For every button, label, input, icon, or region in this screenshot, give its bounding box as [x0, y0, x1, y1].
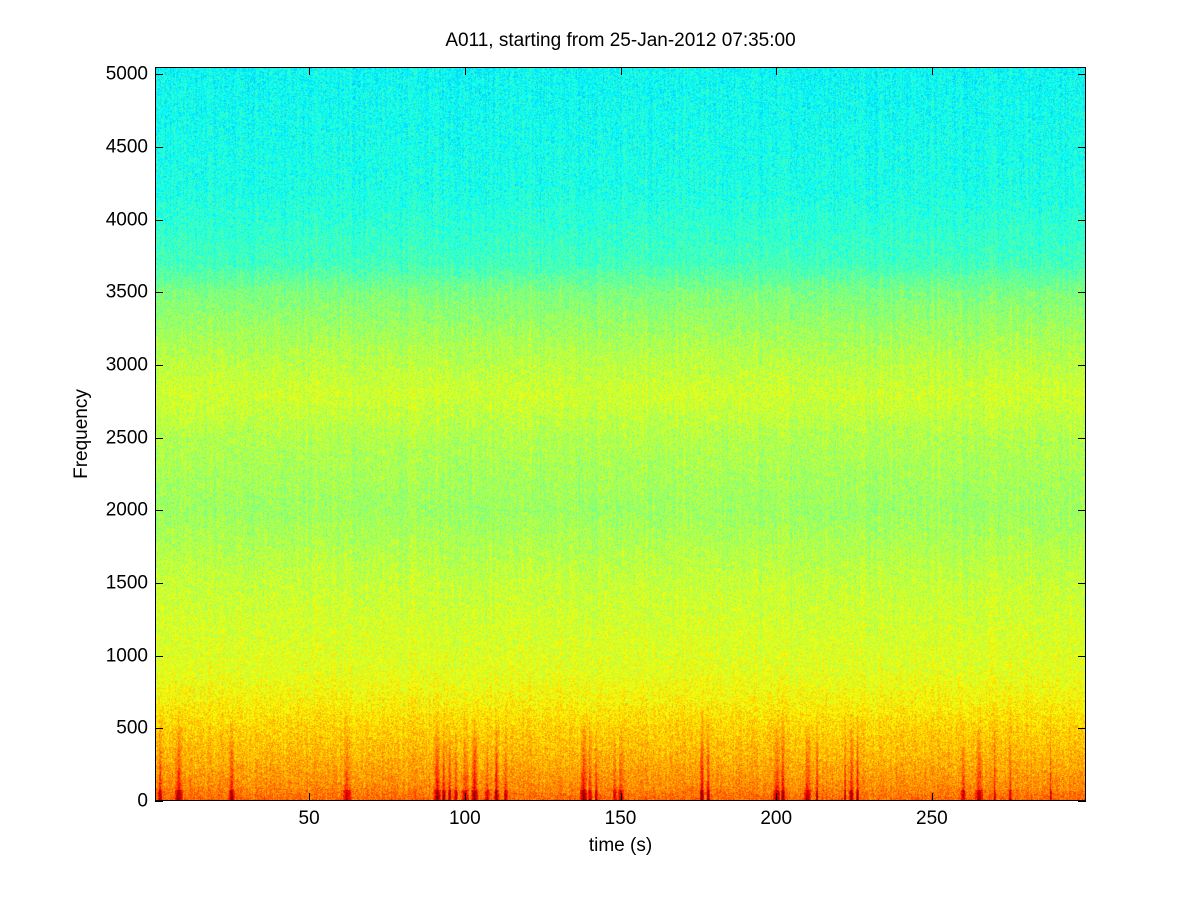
y-tick-label: 500 [116, 717, 148, 739]
x-tick-label: 150 [604, 808, 637, 829]
chart-title: A011, starting from 25-Jan-2012 07:35:00 [445, 30, 796, 51]
axes-frame [155, 67, 1086, 802]
x-axis-label: time (s) [588, 835, 653, 856]
plot-border [155, 67, 1086, 801]
y-tick-label: 2000 [105, 499, 148, 521]
y-axis-label: Frequency [71, 389, 92, 479]
y-tick-label: 1000 [105, 645, 148, 667]
y-tick-label: 4000 [105, 209, 148, 231]
y-tick-label: 2500 [105, 427, 148, 449]
x-tick-label: 250 [916, 808, 948, 829]
x-tick-label: 100 [448, 808, 481, 829]
y-tick-label: 0 [137, 790, 148, 812]
plot-area [155, 67, 1086, 802]
spectrogram-image [155, 67, 1086, 801]
y-tick-label: 5000 [105, 63, 148, 85]
x-tick-label: 50 [298, 808, 320, 829]
y-tick-label: 1500 [105, 572, 148, 594]
x-tick-label: 200 [760, 808, 793, 829]
y-tick-label: 3500 [105, 281, 148, 303]
y-tick-label: 4500 [105, 136, 148, 158]
y-tick-label: 3000 [105, 354, 148, 376]
